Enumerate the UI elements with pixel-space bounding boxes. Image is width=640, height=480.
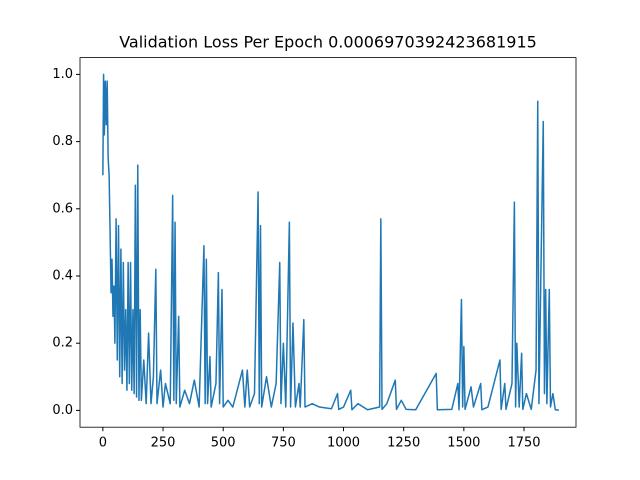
y-tick-label: 0.6: [52, 201, 73, 216]
x-tick-label: 1750: [507, 436, 540, 451]
y-tick-label: 0.8: [52, 134, 73, 149]
x-tick-label: 1500: [447, 436, 480, 451]
x-tick-label: 1000: [327, 436, 360, 451]
x-tick-label: 750: [271, 436, 296, 451]
plot-frame: [79, 57, 577, 428]
x-tick-label: 0: [99, 436, 107, 451]
x-tick-label: 1250: [387, 436, 420, 451]
chart-title: Validation Loss Per Epoch 0.000697039242…: [119, 33, 537, 52]
y-tick-label: 0.2: [52, 336, 73, 351]
y-tick-label: 0.4: [52, 269, 73, 284]
x-tick-label: 500: [211, 436, 236, 451]
x-tick-label: 250: [151, 436, 176, 451]
y-tick-label: 0.0: [52, 403, 73, 418]
y-tick-label: 1.0: [52, 67, 73, 82]
line-series: [102, 73, 560, 411]
